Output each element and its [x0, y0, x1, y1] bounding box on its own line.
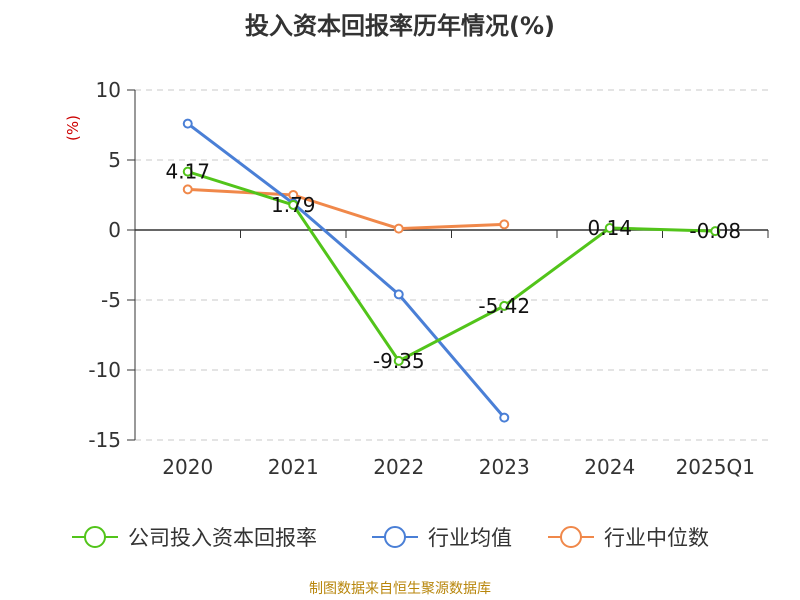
y-axis-unit: (%)	[64, 115, 82, 141]
data-label-layer: 4.17 1.79 -9.35 -5.42 0.14 -0.08	[165, 160, 741, 373]
legend-marker	[384, 526, 406, 548]
y-tick-label: -5	[101, 288, 121, 312]
series-line	[187, 187, 505, 231]
y-tick-label: 5	[108, 148, 121, 172]
x-tick-label: 2021	[268, 455, 319, 479]
y-tick-label: 10	[96, 78, 121, 102]
x-tick-label: 2023	[479, 455, 530, 479]
y-tick-label: -10	[88, 358, 121, 382]
data-label: -9.35	[373, 349, 425, 373]
legend: 公司投入资本回报率 行业均值 行业中位数	[72, 526, 709, 550]
x-tick-label: 2020	[162, 455, 213, 479]
legend-label: 公司投入资本回报率	[128, 526, 317, 550]
chart-title: 投入资本回报率历年情况(%)	[245, 12, 555, 40]
data-label: 1.79	[271, 193, 316, 217]
legend-marker	[84, 526, 106, 548]
axis-layer: 10 5 0 -5 -10 -15 2020 2021 2022 2023 2024 2025Q1 (%…	[64, 78, 769, 479]
data-label: 4.17	[165, 160, 210, 184]
series-line	[187, 170, 716, 363]
data-point	[393, 355, 404, 366]
data-point	[604, 223, 615, 234]
y-tick-label: -15	[88, 428, 121, 452]
legend-marker	[560, 526, 582, 548]
data-label: 0.14	[587, 216, 632, 240]
data-point	[393, 223, 404, 234]
x-tick-label: 2025Q1	[676, 455, 755, 479]
data-point	[288, 199, 299, 210]
data-point	[710, 226, 721, 237]
data-point	[182, 118, 193, 129]
data-point	[182, 184, 193, 195]
data-point	[499, 219, 510, 230]
x-tick-label: 2024	[584, 455, 635, 479]
y-tick-label: 0	[108, 218, 121, 242]
data-label: -5.42	[478, 294, 530, 318]
data-point	[182, 166, 193, 177]
data-source-note: 制图数据来自恒生聚源数据库	[309, 581, 491, 597]
x-tick-label: 2022	[373, 455, 424, 479]
data-label: -0.08	[689, 219, 741, 243]
legend-label: 行业中位数	[604, 526, 709, 550]
data-point	[393, 289, 404, 300]
grid-layer	[135, 89, 768, 441]
series-layer	[182, 118, 721, 423]
data-point	[499, 300, 510, 311]
series-line	[186, 122, 506, 419]
legend-label: 行业均值	[428, 526, 512, 550]
data-point	[499, 412, 510, 423]
